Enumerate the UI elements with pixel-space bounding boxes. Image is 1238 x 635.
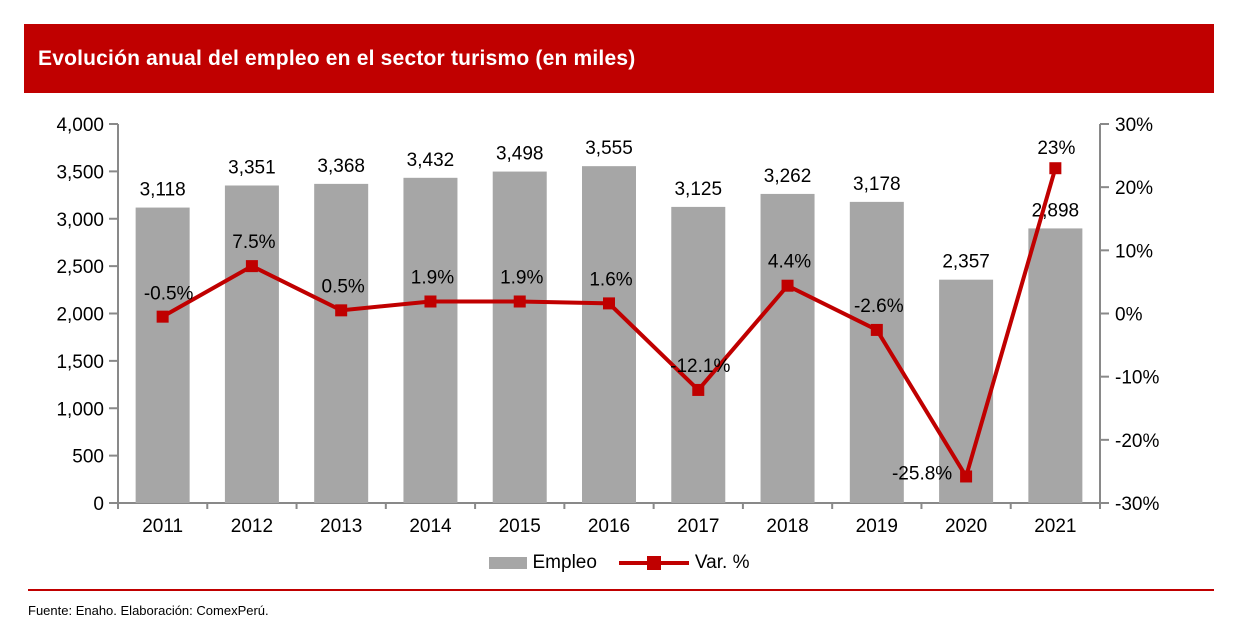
left-axis-tick-label: 1,500	[56, 352, 104, 373]
line-marker-2011	[156, 310, 169, 323]
line-marker-2012	[245, 260, 258, 273]
bar-value-label-2011: 3,118	[140, 180, 186, 201]
right-axis-tick-label: 0%	[1115, 305, 1143, 326]
bar-2020	[939, 279, 994, 503]
line-marker-2021	[1049, 162, 1062, 175]
left-axis-tick-label: 1,000	[56, 399, 104, 420]
bar-2014	[403, 177, 458, 503]
bar-value-label-2014: 3,432	[407, 150, 455, 171]
x-axis-label-2012: 2012	[231, 516, 273, 537]
bar-value-label-2016: 3,555	[585, 138, 633, 159]
bar-2019	[849, 201, 904, 503]
page-title: Evolución anual del empleo en el sector …	[38, 46, 636, 70]
title-banner: Evolución anual del empleo en el sector …	[24, 24, 1214, 93]
pct-label-2016: 1.6%	[589, 269, 632, 290]
bar-value-label-2020: 2,357	[942, 252, 990, 273]
left-axis-tick-label: 3,000	[56, 210, 104, 231]
line-marker-2015	[513, 295, 526, 308]
bar-swatch-icon	[488, 557, 527, 569]
right-axis-tick-label: -30%	[1115, 494, 1159, 515]
x-axis-label-2011: 2011	[142, 516, 183, 537]
pct-label-2020: -25.8%	[892, 463, 952, 484]
line-marker-2014	[424, 295, 437, 308]
bar-2013	[314, 183, 369, 503]
pct-label-2015: 1.9%	[500, 267, 543, 288]
pct-label-2011: -0.5%	[144, 284, 194, 305]
x-axis-label-2013: 2013	[320, 516, 362, 537]
bar-2021	[1028, 228, 1083, 504]
line-marker-2013	[335, 304, 348, 317]
bar-value-label-2013: 3,368	[317, 156, 365, 177]
left-axis-tick-label: 3,500	[56, 162, 104, 183]
line-marker-2016	[603, 297, 615, 310]
right-axis-tick-label: 20%	[1115, 178, 1153, 199]
pct-label-2021: 23%	[1037, 138, 1075, 159]
left-axis-tick-label: 500	[72, 447, 104, 468]
bar-2011	[135, 207, 190, 503]
bar-value-label-2012: 3,351	[228, 157, 276, 178]
bar-value-label-2021: 2,898	[1032, 200, 1080, 221]
left-axis-tick-label: 4,000	[56, 115, 104, 136]
legend-label-var: Var. %	[694, 552, 750, 573]
pct-label-2018: 4.4%	[768, 252, 811, 273]
bar-value-label-2018: 3,262	[764, 166, 812, 187]
x-axis-label-2016: 2016	[588, 516, 630, 537]
left-axis-tick-label: 2,500	[56, 257, 104, 278]
right-axis-tick-label: -10%	[1115, 368, 1159, 389]
square-marker-swatch	[646, 556, 661, 570]
right-axis-tick-label: 30%	[1115, 115, 1153, 136]
pct-label-2012: 7.5%	[232, 232, 275, 253]
bar-2017	[671, 206, 726, 503]
x-axis-label-2019: 2019	[856, 516, 898, 537]
line-marker-2017	[692, 383, 705, 396]
pct-label-2017: -12.1%	[670, 356, 730, 377]
line-marker-2018	[781, 279, 794, 292]
legend-label-empleo: Empleo	[532, 552, 597, 573]
x-axis-label-2020: 2020	[945, 516, 987, 537]
x-axis-label-2017: 2017	[677, 516, 719, 537]
right-axis-tick-label: 10%	[1115, 241, 1153, 262]
bar-2012	[224, 185, 279, 504]
left-axis-tick-label: 0	[93, 494, 104, 515]
bar-value-label-2015: 3,498	[496, 144, 544, 165]
right-axis-tick-label: -20%	[1115, 431, 1159, 452]
legend-item-empleo: Empleo	[488, 552, 597, 574]
bar-2015	[492, 171, 547, 503]
legend-item-var: Var. %	[618, 552, 750, 574]
line-marker-swatch-icon	[618, 556, 689, 570]
x-axis-label-2018: 2018	[766, 516, 808, 537]
left-axis-tick-label: 2,000	[56, 305, 104, 326]
line-marker-2019	[870, 323, 883, 336]
bar-2018	[760, 193, 815, 503]
pct-label-2019: -2.6%	[854, 296, 904, 317]
pct-label-2013: 0.5%	[322, 276, 365, 297]
line-marker-2020	[960, 470, 973, 483]
bar-value-label-2017: 3,125	[674, 179, 722, 200]
footer-divider-line	[28, 589, 1214, 591]
bar-value-label-2019: 3,178	[853, 174, 901, 195]
x-axis-label-2014: 2014	[409, 516, 452, 537]
x-axis-label-2021: 2021	[1034, 516, 1076, 537]
chart-legend: Empleo Var. %	[0, 550, 1238, 576]
bar-2016	[582, 166, 636, 503]
x-axis-label-2015: 2015	[499, 516, 541, 537]
pct-label-2014: 1.9%	[411, 267, 454, 288]
source-note: Fuente: Enaho. Elaboración: ComexPerú.	[28, 603, 269, 618]
